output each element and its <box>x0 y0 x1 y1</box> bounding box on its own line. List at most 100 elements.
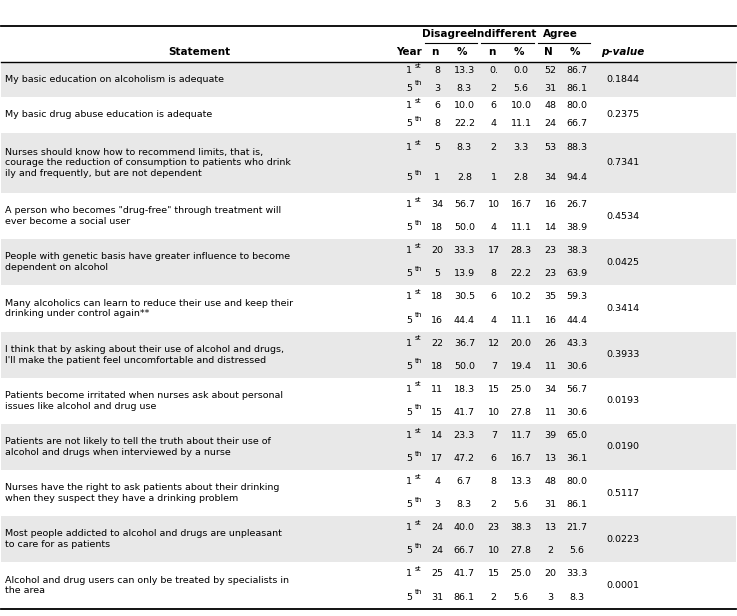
Text: th: th <box>415 543 422 549</box>
Text: 5: 5 <box>406 546 412 556</box>
Text: th: th <box>415 451 422 456</box>
Text: 3.3: 3.3 <box>514 144 528 152</box>
Text: 0.0: 0.0 <box>514 66 528 75</box>
Text: 6: 6 <box>434 102 440 110</box>
Text: 34: 34 <box>545 174 556 182</box>
Text: st: st <box>415 197 422 203</box>
Text: My basic drug abuse education is adequate: My basic drug abuse education is adequat… <box>5 110 212 120</box>
Text: %: % <box>514 47 524 57</box>
Text: 10.0: 10.0 <box>511 102 531 110</box>
Text: 4: 4 <box>491 120 497 128</box>
Text: 0.3933: 0.3933 <box>606 350 640 359</box>
Text: 5: 5 <box>406 454 412 463</box>
Text: 25.0: 25.0 <box>511 385 531 394</box>
Text: 38.3: 38.3 <box>511 524 531 532</box>
Text: st: st <box>415 98 422 104</box>
Text: 0.4534: 0.4534 <box>607 212 639 221</box>
Text: 11: 11 <box>545 362 556 371</box>
Text: 0.0425: 0.0425 <box>607 257 639 267</box>
Text: th: th <box>415 312 422 318</box>
Text: 10.0: 10.0 <box>454 102 475 110</box>
Text: 1: 1 <box>434 174 440 182</box>
Text: 2.8: 2.8 <box>457 174 472 182</box>
Text: 25.0: 25.0 <box>511 569 531 578</box>
Text: 2: 2 <box>491 593 497 602</box>
Text: th: th <box>415 170 422 176</box>
Text: 44.4: 44.4 <box>454 315 475 325</box>
Text: 8: 8 <box>491 477 497 486</box>
Text: Year: Year <box>397 47 422 57</box>
Text: 94.4: 94.4 <box>567 174 587 182</box>
Text: 11.1: 11.1 <box>511 223 531 232</box>
Text: 56.7: 56.7 <box>567 385 587 394</box>
Text: Indifferent: Indifferent <box>473 30 536 39</box>
Text: st: st <box>415 520 422 526</box>
Text: 0.0001: 0.0001 <box>607 581 639 590</box>
Text: 16: 16 <box>431 315 443 325</box>
Text: 59.3: 59.3 <box>567 293 587 301</box>
Text: 1: 1 <box>406 200 412 209</box>
Text: 18: 18 <box>431 362 443 371</box>
Text: 30.6: 30.6 <box>567 362 587 371</box>
Text: 10.2: 10.2 <box>511 293 531 301</box>
Text: 23: 23 <box>488 524 500 532</box>
Text: st: st <box>415 474 422 480</box>
Text: 20: 20 <box>431 246 443 255</box>
Bar <box>1 132 736 193</box>
Text: 1: 1 <box>406 102 412 110</box>
Text: st: st <box>415 63 422 68</box>
Text: 18.3: 18.3 <box>454 385 475 394</box>
Text: 23: 23 <box>545 269 556 278</box>
Text: 17: 17 <box>431 454 443 463</box>
Text: 86.1: 86.1 <box>567 500 587 509</box>
Text: 15: 15 <box>488 385 500 394</box>
Text: th: th <box>415 116 422 122</box>
Text: th: th <box>415 496 422 503</box>
Text: 35: 35 <box>545 293 556 301</box>
Text: 38.9: 38.9 <box>567 223 587 232</box>
Text: 11.1: 11.1 <box>511 315 531 325</box>
Text: 1: 1 <box>406 569 412 578</box>
Text: 1: 1 <box>406 66 412 75</box>
Text: Nurses should know how to recommend limits, that is,
courage the reduction of co: Nurses should know how to recommend limi… <box>5 148 291 178</box>
Text: 0.0190: 0.0190 <box>607 442 639 452</box>
Text: 4: 4 <box>491 223 497 232</box>
Text: 53: 53 <box>545 144 556 152</box>
Text: My basic education on alcoholism is adequate: My basic education on alcoholism is adeq… <box>5 75 224 84</box>
Bar <box>1 470 736 516</box>
Text: 6: 6 <box>491 102 497 110</box>
Text: 5: 5 <box>406 223 412 232</box>
Text: 8.3: 8.3 <box>457 500 472 509</box>
Text: 65.0: 65.0 <box>567 431 587 440</box>
Text: th: th <box>415 220 422 225</box>
Text: 3: 3 <box>434 84 440 93</box>
Text: 14: 14 <box>431 431 443 440</box>
Text: 26: 26 <box>545 339 556 347</box>
Text: 13: 13 <box>545 524 556 532</box>
Text: 4: 4 <box>434 477 440 486</box>
Text: 16.7: 16.7 <box>511 200 531 209</box>
Text: 1: 1 <box>406 524 412 532</box>
Text: 34: 34 <box>545 385 556 394</box>
Text: 86.1: 86.1 <box>567 84 587 93</box>
Text: 66.7: 66.7 <box>454 546 475 556</box>
Text: 41.7: 41.7 <box>454 569 475 578</box>
Text: 48: 48 <box>545 477 556 486</box>
Text: 0.3414: 0.3414 <box>607 304 639 313</box>
Text: 47.2: 47.2 <box>454 454 475 463</box>
Text: 27.8: 27.8 <box>511 408 531 417</box>
Text: 16.7: 16.7 <box>511 454 531 463</box>
Text: 23: 23 <box>545 246 556 255</box>
Text: 1: 1 <box>491 174 497 182</box>
Text: 56.7: 56.7 <box>454 200 475 209</box>
Text: 5: 5 <box>406 174 412 182</box>
Text: Alcohol and drug users can only be treated by specialists in
the area: Alcohol and drug users can only be treat… <box>5 575 289 596</box>
Text: 24: 24 <box>431 546 443 556</box>
Text: th: th <box>415 80 422 86</box>
Text: 33.3: 33.3 <box>566 569 588 578</box>
Text: th: th <box>415 359 422 364</box>
Text: 17: 17 <box>488 246 500 255</box>
Text: 5.6: 5.6 <box>570 546 584 556</box>
Text: 5: 5 <box>434 144 440 152</box>
Text: 5: 5 <box>406 408 412 417</box>
